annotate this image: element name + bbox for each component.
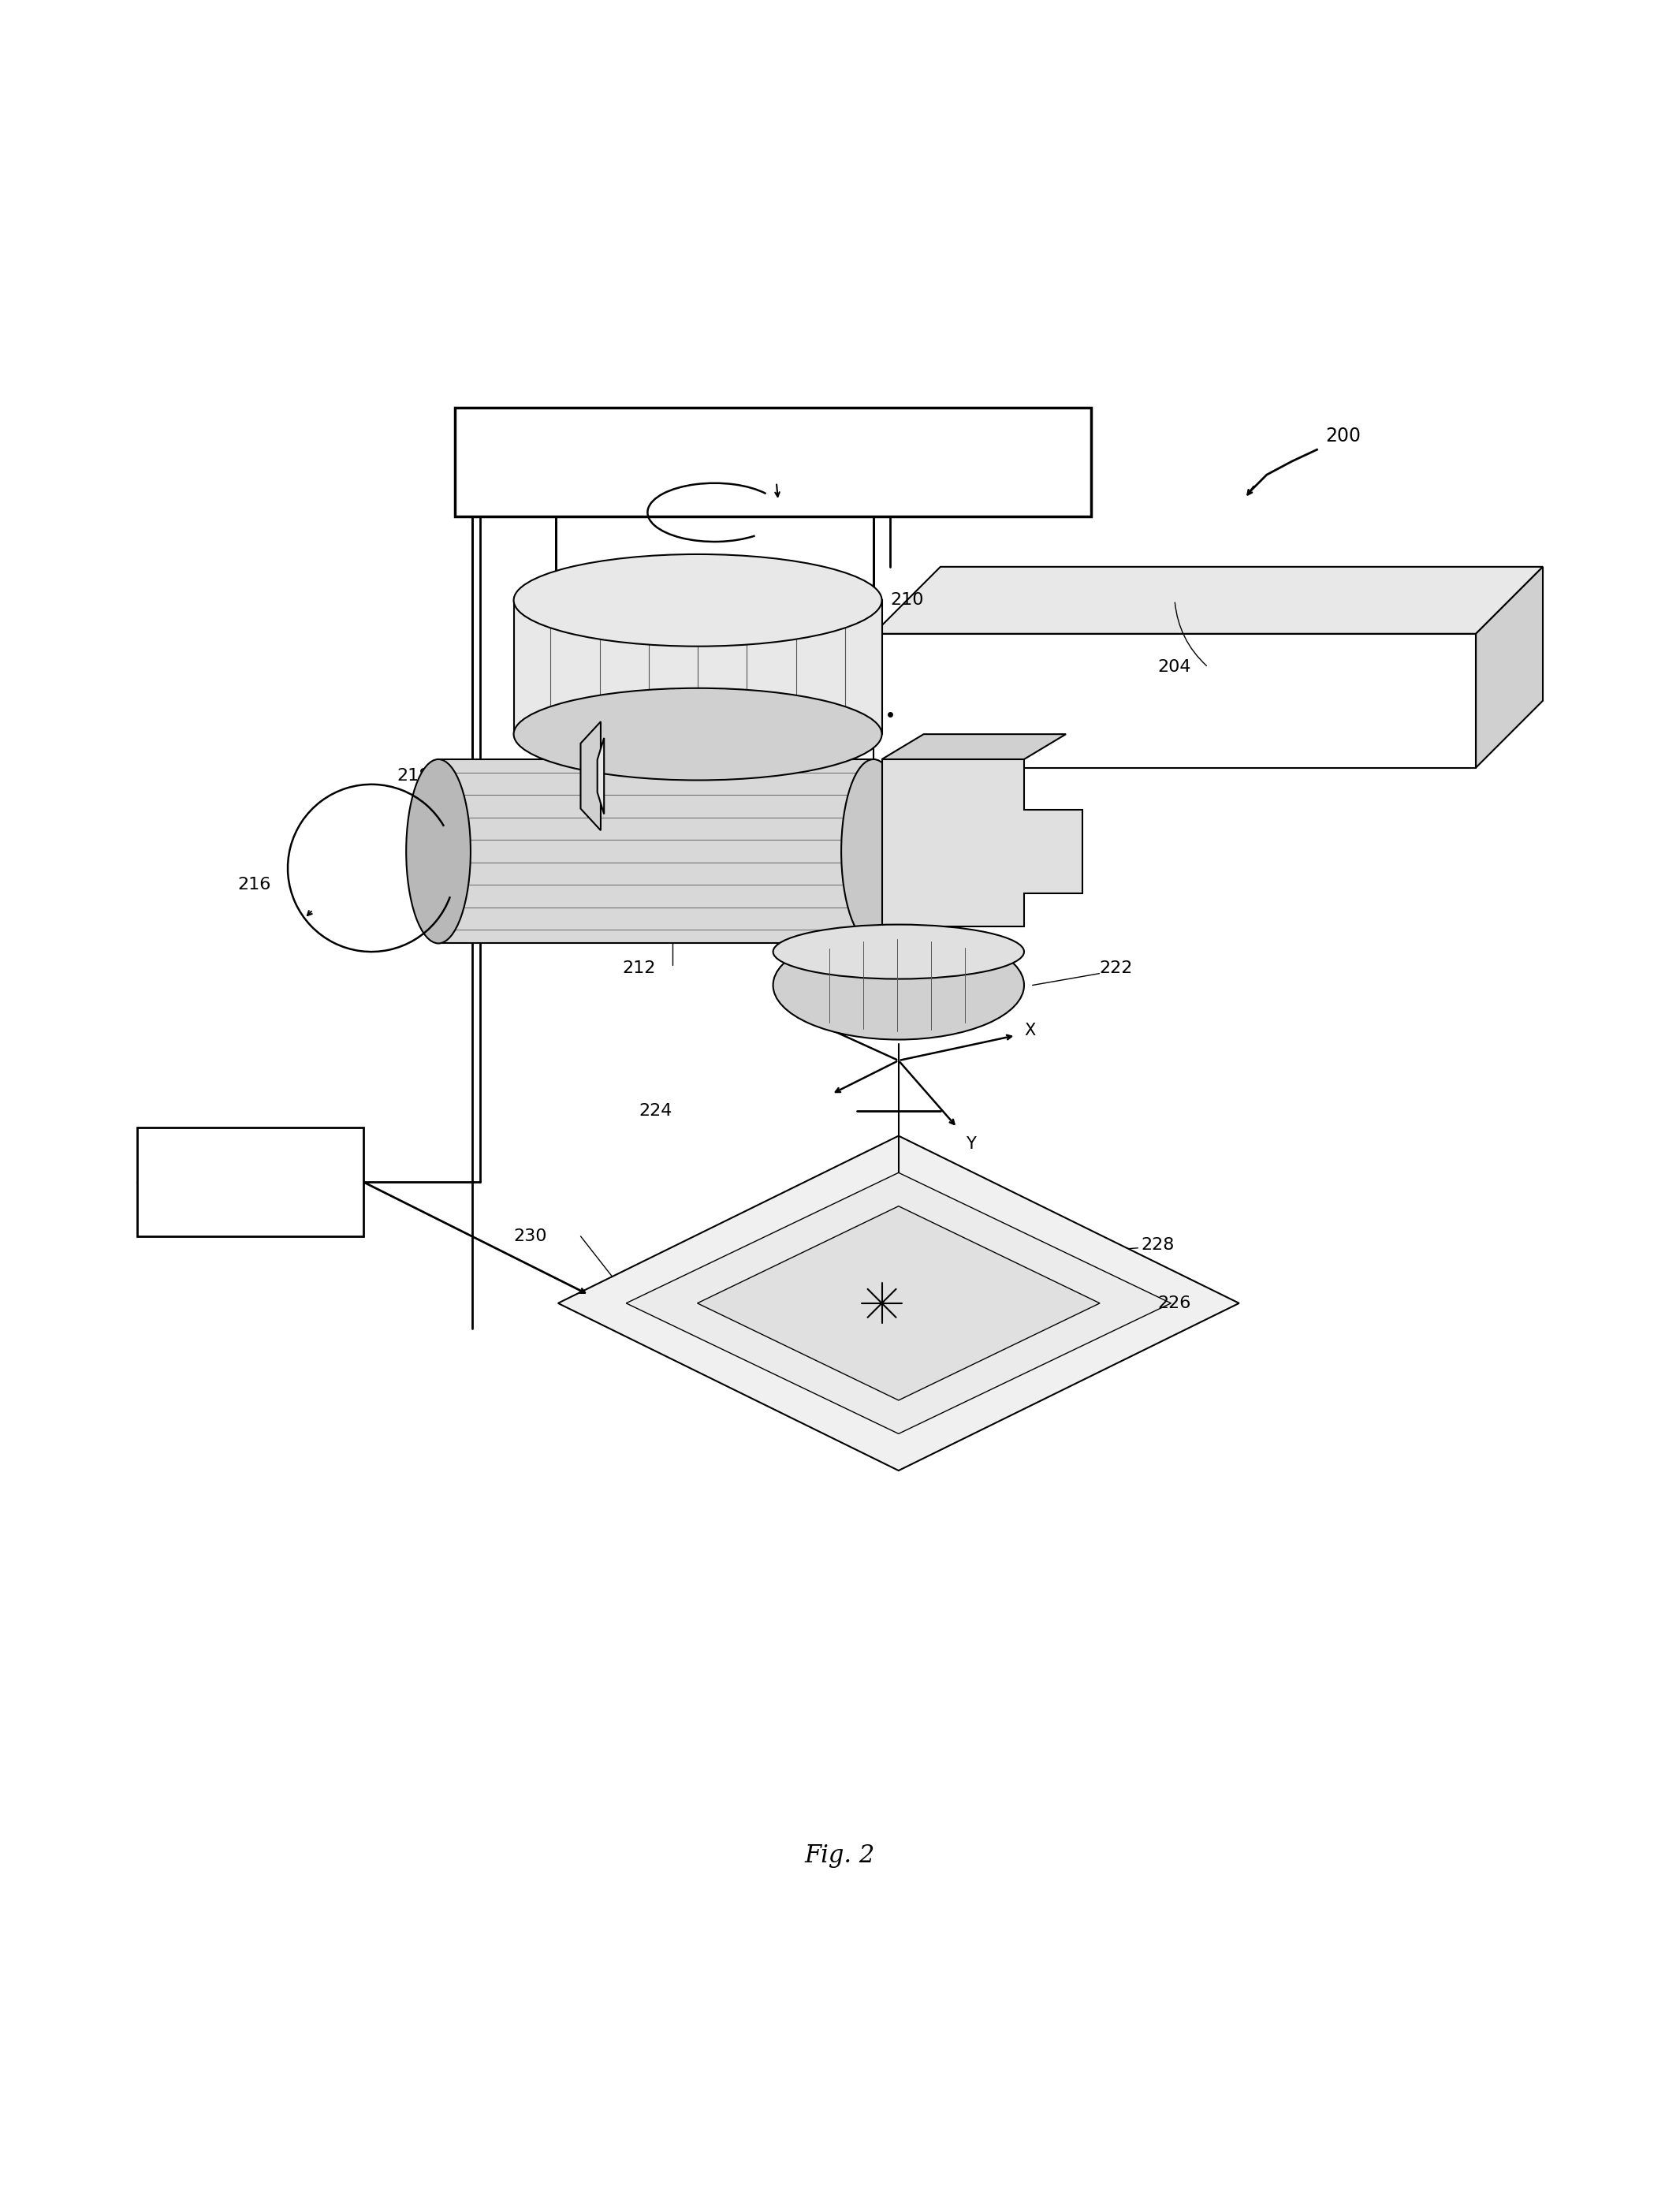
Text: 212: 212 xyxy=(623,961,655,976)
Polygon shape xyxy=(581,722,601,831)
Text: 222: 222 xyxy=(1099,961,1132,976)
Polygon shape xyxy=(874,567,1542,635)
Bar xyxy=(455,407,1090,516)
Text: Controller: Controller xyxy=(674,453,771,473)
Polygon shape xyxy=(598,737,605,814)
Text: 214: 214 xyxy=(756,446,790,462)
Text: 228: 228 xyxy=(1141,1236,1174,1252)
Text: 216: 216 xyxy=(237,877,270,893)
Text: 206: 206 xyxy=(739,709,773,724)
Polygon shape xyxy=(882,735,1065,759)
Bar xyxy=(556,516,874,893)
Text: 210: 210 xyxy=(890,593,924,608)
Text: 232: 232 xyxy=(974,1328,1008,1346)
Text: 218: 218 xyxy=(396,768,430,783)
Text: 208: 208 xyxy=(234,1157,267,1173)
Text: 226: 226 xyxy=(1158,1295,1191,1311)
Polygon shape xyxy=(627,1173,1171,1433)
Ellipse shape xyxy=(773,930,1025,1039)
Polygon shape xyxy=(438,759,874,943)
Ellipse shape xyxy=(407,759,470,943)
Ellipse shape xyxy=(773,926,1025,978)
Polygon shape xyxy=(697,1206,1100,1400)
Text: 224: 224 xyxy=(638,1103,672,1118)
Polygon shape xyxy=(558,1136,1240,1470)
Text: Y: Y xyxy=(966,1136,976,1153)
Ellipse shape xyxy=(842,759,906,943)
Text: 202: 202 xyxy=(948,455,981,470)
Ellipse shape xyxy=(514,689,882,781)
Text: X: X xyxy=(1025,1022,1035,1039)
Text: 200: 200 xyxy=(1326,427,1361,446)
Polygon shape xyxy=(874,635,1477,768)
Text: Fig. 2: Fig. 2 xyxy=(805,1842,875,1869)
Text: 230: 230 xyxy=(514,1227,548,1245)
Polygon shape xyxy=(514,600,882,735)
Polygon shape xyxy=(882,759,1082,928)
Text: 220: 220 xyxy=(958,877,991,893)
Text: 204: 204 xyxy=(1158,659,1191,676)
Ellipse shape xyxy=(514,554,882,645)
Polygon shape xyxy=(1477,567,1542,768)
Bar xyxy=(138,1127,363,1236)
Bar xyxy=(655,801,739,851)
